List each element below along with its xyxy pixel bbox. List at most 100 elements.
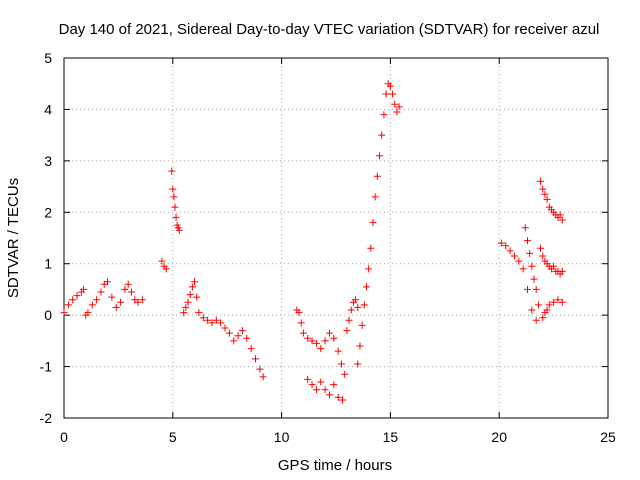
y-tick-label: -2 [40, 410, 53, 426]
data-point [543, 195, 551, 203]
data-point [217, 319, 225, 327]
data-point [528, 306, 536, 314]
data-point [186, 291, 194, 299]
data-point [297, 319, 305, 327]
data-point [321, 386, 329, 394]
data-point [330, 381, 338, 389]
data-point [124, 280, 132, 288]
data-point [171, 203, 179, 211]
data-point [534, 301, 542, 309]
data-point [312, 339, 320, 347]
data-point [532, 285, 540, 293]
data-point [169, 185, 177, 193]
series-seg9 [354, 80, 403, 368]
data-point [134, 298, 142, 306]
data-point [352, 296, 360, 304]
data-point [97, 288, 105, 296]
data-point [193, 293, 201, 301]
series-seg5 [180, 278, 267, 381]
data-point [108, 293, 116, 301]
plot-frame [63, 57, 609, 419]
data-point [510, 252, 518, 260]
data-point [238, 327, 246, 335]
series-seg1 [60, 285, 88, 317]
series-seg13 [537, 244, 566, 278]
data-point [60, 309, 68, 317]
data-point [347, 306, 355, 314]
data-point [247, 345, 255, 353]
data-point [127, 288, 135, 296]
y-tick-label: -1 [40, 359, 53, 375]
data-point [541, 190, 549, 198]
data-point [168, 167, 176, 175]
y-tick-label: 3 [44, 153, 52, 169]
data-point [138, 296, 146, 304]
series-seg8 [343, 296, 362, 335]
data-point [208, 319, 216, 327]
x-tick-label: 10 [274, 429, 290, 445]
data-point [362, 283, 370, 291]
y-tick-label: 2 [44, 204, 52, 220]
series-seg7 [304, 375, 347, 404]
data-point [317, 378, 325, 386]
data-point [345, 316, 353, 324]
data-point [117, 298, 125, 306]
data-point [537, 177, 545, 185]
x-tick-label: 5 [169, 429, 177, 445]
data-point [528, 262, 536, 270]
y-tick-label: 0 [44, 307, 52, 323]
data-point [191, 278, 199, 286]
data-point [382, 90, 390, 98]
tick-layer: 0 5 10 15 20 25 -2 -1 0 1 2 3 4 5 [40, 50, 616, 445]
data-point [391, 100, 399, 108]
data-point [556, 211, 564, 219]
data-point [523, 285, 531, 293]
data-point [158, 257, 166, 265]
x-tick-label: 20 [491, 429, 507, 445]
data-point [365, 265, 373, 273]
data-point [530, 275, 538, 283]
data-point [182, 303, 190, 311]
data-point [112, 303, 120, 311]
data-point [251, 355, 259, 363]
data-point [354, 360, 362, 368]
series-seg6 [293, 306, 349, 378]
data-point [334, 347, 342, 355]
x-tick-label: 25 [600, 429, 616, 445]
data-point [519, 265, 527, 273]
data-point [343, 327, 351, 335]
data-point [558, 267, 566, 275]
x-axis-label: GPS time / hours [278, 457, 392, 474]
data-point [515, 257, 523, 265]
data-point [234, 332, 242, 340]
data-point [550, 262, 558, 270]
series-seg11 [521, 224, 540, 293]
data-point [308, 337, 316, 345]
data-point [521, 224, 529, 232]
data-point [532, 316, 540, 324]
data-point [212, 316, 220, 324]
x-tick-label: 0 [60, 429, 68, 445]
data-point [221, 324, 229, 332]
data-point [304, 375, 312, 383]
y-tick-label: 4 [44, 101, 52, 117]
data-point [339, 396, 347, 404]
x-tick-label: 15 [383, 429, 399, 445]
data-point [170, 193, 178, 201]
data-point [80, 285, 88, 293]
data-point [162, 265, 170, 273]
data-point [180, 309, 188, 317]
data-point [69, 296, 77, 304]
data-point [225, 329, 233, 337]
data-point [545, 301, 553, 309]
data-point [73, 292, 81, 300]
data-point [317, 345, 325, 353]
data-point [243, 334, 251, 342]
data-point [172, 213, 180, 221]
data-point [523, 237, 531, 245]
data-point [88, 301, 96, 309]
data-point [93, 296, 101, 304]
data-point [539, 314, 547, 322]
data-point [321, 337, 329, 345]
series-seg12 [537, 177, 566, 224]
